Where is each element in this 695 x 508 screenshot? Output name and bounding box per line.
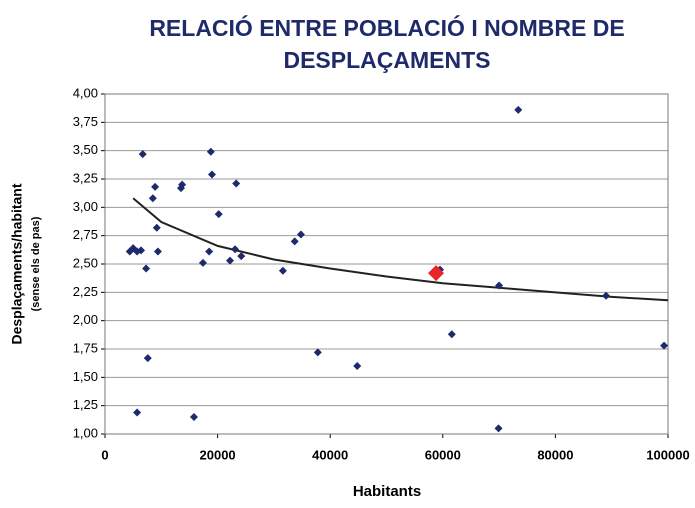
- point: [207, 170, 216, 179]
- point: [151, 182, 160, 191]
- point: [178, 180, 187, 189]
- chart-title: DESPLAÇAMENTS: [283, 47, 490, 73]
- point: [153, 247, 162, 256]
- y-tick-label: 3,50: [73, 142, 98, 157]
- point: [133, 408, 142, 417]
- trend-line: [132, 197, 669, 302]
- y-tick-label: 3,75: [73, 114, 98, 129]
- point: [148, 194, 157, 203]
- y-tick-label: 3,25: [73, 170, 98, 185]
- point: [143, 354, 152, 363]
- x-tick-label: 20000: [200, 447, 236, 462]
- x-tick-label: 40000: [312, 447, 348, 462]
- point: [206, 147, 215, 156]
- point: [225, 256, 234, 265]
- y-tick-label: 2,75: [73, 227, 98, 242]
- y-axis-label: (sense els de pas): [30, 216, 42, 311]
- point: [232, 179, 241, 188]
- chart-title: RELACIÓ ENTRE POBLACIÓ I NOMBRE DE: [149, 14, 624, 41]
- y-tick-label: 2,50: [73, 255, 98, 270]
- point: [514, 105, 523, 114]
- x-tick-label: 0: [101, 447, 108, 462]
- point: [152, 223, 161, 232]
- point: [205, 247, 214, 256]
- y-tick-label: 2,00: [73, 312, 98, 327]
- point: [231, 245, 240, 254]
- point: [237, 252, 246, 261]
- point: [290, 237, 299, 246]
- y-tick-label: 4,00: [73, 85, 98, 100]
- point: [125, 247, 134, 256]
- y-tick-label: 2,25: [73, 284, 98, 299]
- point: [428, 265, 445, 282]
- point: [602, 291, 611, 300]
- point: [495, 281, 504, 290]
- x-tick-label: 60000: [425, 447, 461, 462]
- y-tick-label: 1,25: [73, 397, 98, 412]
- point: [296, 230, 305, 239]
- y-tick-label: 1,00: [73, 425, 98, 440]
- y-tick-label: 1,75: [73, 340, 98, 355]
- point: [214, 210, 223, 219]
- x-tick-label: 100000: [646, 447, 689, 462]
- point: [138, 150, 147, 159]
- point: [189, 413, 198, 421]
- y-tick-label: 1,50: [73, 369, 98, 384]
- point: [447, 330, 456, 339]
- point: [353, 362, 362, 370]
- point: [198, 258, 207, 267]
- point: [313, 348, 322, 357]
- point: [137, 246, 146, 255]
- point: [142, 264, 151, 273]
- plot-frame: [104, 93, 669, 435]
- y-tick-label: 3,00: [73, 199, 98, 214]
- point: [278, 266, 287, 275]
- point: [660, 341, 669, 350]
- point: [494, 424, 503, 433]
- y-axis-label: Desplaçaments/habitant: [9, 183, 25, 344]
- x-axis-label: Habitants: [353, 483, 421, 500]
- x-tick-label: 80000: [537, 447, 573, 462]
